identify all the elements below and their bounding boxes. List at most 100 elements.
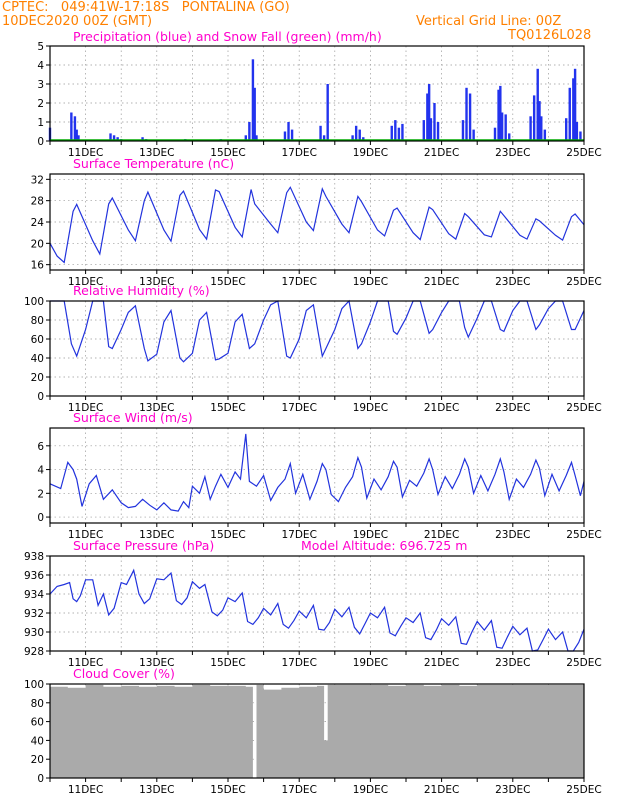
precip-bar [287,122,290,141]
precip-bar [390,125,393,141]
x-tick-label: 23DEC [495,402,530,414]
precip-bar [244,135,247,141]
x-tick-label: 25DEC [566,402,601,414]
x-tick-label: 25DEC [566,529,601,541]
y-tick-label: 1 [37,117,44,129]
precip-bar [397,127,401,141]
precip-bar [427,84,431,141]
y-tick-label: 3 [37,79,44,91]
x-tick-label: 13DEC [139,657,174,669]
x-tick-label: 17DEC [281,147,316,159]
y-tick-label: 4 [37,60,44,72]
x-tick-label: 13DEC [139,147,174,159]
precip-bar [354,125,358,141]
x-tick-label: 23DEC [495,784,530,796]
precip-bar [572,78,575,141]
series-line [49,433,585,512]
precip-bar [536,68,539,141]
precip-bar [529,116,532,141]
precip-bar [500,112,504,141]
precip-bar [290,129,294,141]
precip-bar [75,129,78,141]
panel-title: Cloud Cover (%) [73,666,175,681]
x-tick-label: 13DEC [139,402,174,414]
precip-bar [499,85,502,141]
precip-bar [358,129,361,141]
x-tick-label: 25DEC [566,147,601,159]
x-tick-label: 23DEC [495,276,530,288]
precip-bar [472,129,475,141]
precip-bar [362,137,365,141]
cloud-cover-area [50,684,584,778]
series-line [49,568,585,652]
y-tick-label: 0 [37,773,44,785]
panel-frame [49,45,585,142]
y-tick-label: 20 [31,372,44,384]
precip-bar [351,135,354,141]
station-header: CPTEC: 049:41W-17:18S PONTALINA (GO) [2,0,290,15]
x-tick-label: 11DEC [68,784,103,796]
panel-title: Surface Wind (m/s) [73,410,193,425]
x-tick-label: 15DEC [210,147,245,159]
precip-bar [422,120,425,141]
x-tick-label: 15DEC [210,276,245,288]
y-tick-label: 938 [24,551,44,563]
panel-annotation: Model Altitude: 696.725 m [301,538,467,553]
panel-title: Relative Humidity (%) [73,283,210,298]
y-tick-label: 934 [24,589,44,601]
precip-bar [565,118,568,141]
x-tick-label: 11DEC [68,147,103,159]
y-tick-label: 930 [24,627,44,639]
y-tick-label: 4 [37,465,44,477]
precip-bar [70,112,73,141]
precip-bar [77,135,80,141]
y-tick-label: 40 [31,353,44,365]
y-tick-label: 60 [31,334,44,346]
precip-bar [322,135,326,141]
precip-bar [465,87,468,141]
y-tick-label: 2 [37,488,44,500]
x-tick-label: 11DEC [68,276,103,288]
y-tick-label: 100 [24,679,44,691]
precip-bar [540,116,543,141]
precip-bar [575,122,579,141]
y-tick-label: 100 [24,296,44,308]
x-tick-label: 19DEC [353,402,388,414]
x-tick-label: 17DEC [281,402,316,414]
x-tick-label: 11DEC [68,657,103,669]
x-tick-label: 21DEC [424,276,459,288]
x-tick-label: 11DEC [68,529,103,541]
panel-title: Precipitation (blue) and Snow Fall (gree… [73,29,382,44]
y-tick-label: 0 [37,512,44,524]
y-tick-label: 0 [37,391,44,403]
y-tick-label: 936 [24,570,44,582]
x-tick-label: 15DEC [210,784,245,796]
precip-bar [283,131,287,141]
precip-bar [568,87,571,141]
precip-bar [436,122,440,141]
x-tick-label: 23DEC [495,529,530,541]
panel-title: Surface Pressure (hPa) [73,538,214,553]
x-tick-label: 11DEC [68,402,103,414]
precip-bar [426,93,429,141]
precip-bar [253,87,256,141]
x-tick-label: 13DEC [139,529,174,541]
panel-title: Surface Temperature (nC) [73,156,234,171]
y-tick-label: 28 [31,196,44,208]
precip-bar [433,103,436,141]
y-tick-label: 2 [37,98,44,110]
y-tick-label: 5 [37,41,44,53]
precip-bar [461,120,465,141]
x-tick-label: 17DEC [281,657,316,669]
x-tick-label: 17DEC [281,529,316,541]
x-tick-label: 21DEC [424,147,459,159]
precip-bar [255,135,258,141]
date-header: 10DEC2020 00Z (GMT) [2,14,153,29]
series-line [49,186,585,264]
precip-bar [468,93,472,141]
precip-bar [508,133,511,141]
x-tick-label: 23DEC [495,147,530,159]
panel-frame [49,683,585,779]
panel-frame [49,427,585,524]
